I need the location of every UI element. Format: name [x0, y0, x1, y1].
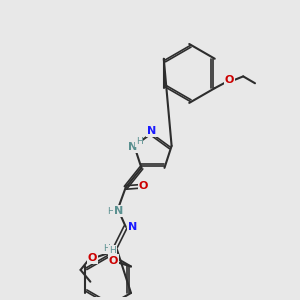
Text: N: N — [128, 142, 137, 152]
Text: O: O — [139, 181, 148, 190]
Text: O: O — [88, 253, 97, 263]
Text: O: O — [109, 256, 118, 266]
Text: O: O — [225, 75, 234, 85]
Text: N: N — [114, 206, 124, 216]
Text: N: N — [128, 222, 137, 232]
Text: H: H — [136, 137, 142, 146]
Text: H: H — [103, 244, 110, 253]
Text: H: H — [108, 206, 114, 215]
Text: N: N — [147, 126, 157, 136]
Text: H: H — [109, 246, 116, 255]
